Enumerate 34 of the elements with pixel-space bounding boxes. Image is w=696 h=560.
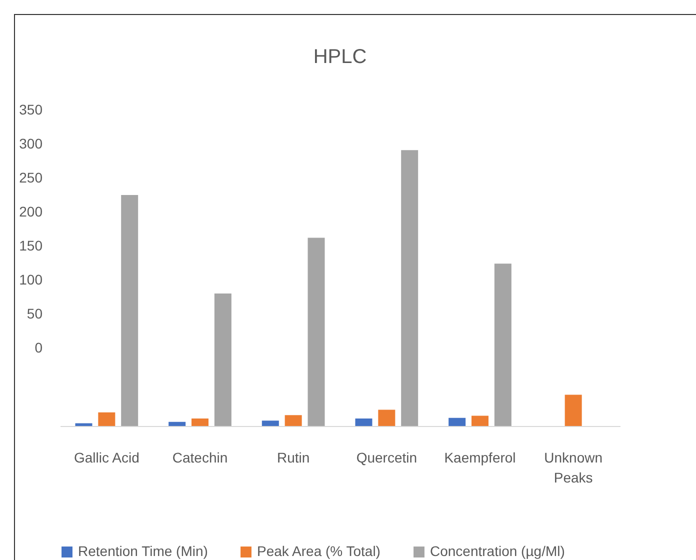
bar (121, 194, 138, 426)
bar (308, 238, 325, 426)
legend-label: Retention Time (Min) (78, 543, 208, 559)
legend-label: Peak Area (% Total) (257, 543, 380, 559)
x-tick-label: Catechin (172, 450, 228, 466)
y-tick-label: 250 (19, 169, 43, 186)
bar (564, 394, 582, 426)
bar (472, 416, 488, 426)
bar (214, 293, 232, 426)
bar (75, 423, 92, 426)
bar (98, 412, 116, 426)
y-tick-label: 150 (19, 237, 43, 254)
x-tick-label: Rutin (276, 450, 310, 466)
y-tick-label: 300 (19, 135, 43, 152)
bar (192, 418, 208, 426)
x-tick-label: Kaempferol (444, 450, 516, 466)
bar (378, 410, 396, 426)
x-tick-label: Unknown Peaks (544, 450, 603, 486)
legend-label: Concentration (µg/Ml) (430, 543, 565, 559)
bar (284, 415, 302, 426)
y-tick-label: 0 (34, 339, 43, 356)
bar (401, 150, 418, 426)
x-tick-label: Quercetin (356, 450, 418, 466)
y-tick-label: 100 (19, 271, 43, 288)
chart-title: HPLC (313, 46, 367, 68)
y-tick-label: 350 (19, 102, 43, 118)
bar (448, 418, 466, 426)
bar (494, 264, 512, 426)
bar (355, 418, 372, 426)
x-tick-label: Gallic Acid (74, 450, 140, 466)
y-tick-label: 50 (26, 305, 43, 322)
y-tick-label: 200 (19, 203, 43, 220)
bar (168, 422, 186, 426)
bar (262, 420, 279, 426)
